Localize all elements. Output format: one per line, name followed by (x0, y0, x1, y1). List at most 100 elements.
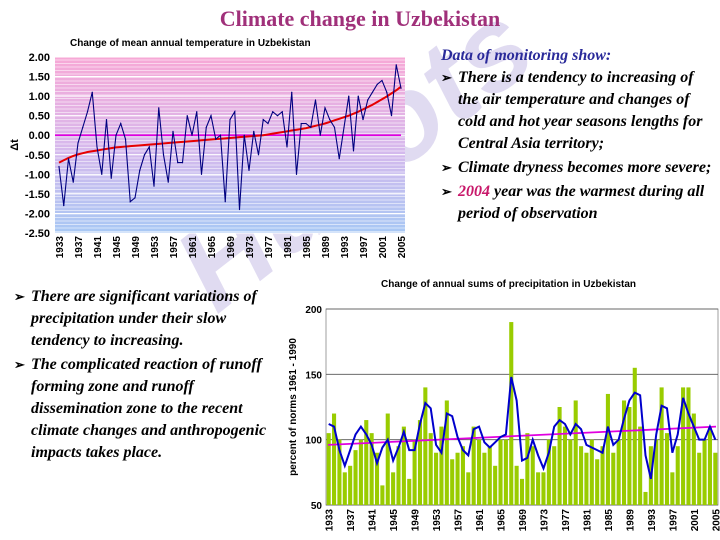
temperature-data-point (229, 118, 231, 121)
precipitation-bar (697, 452, 702, 505)
precipitation-bar (541, 472, 546, 505)
warmest-text: year was the warmest during all period o… (458, 183, 705, 222)
temperature-x-tick-label: 1933 (55, 236, 66, 259)
slide-title: Climate change in Uzbekistan (219, 6, 501, 31)
precipitation-bar (638, 426, 643, 505)
temperature-y-tick-label: -0.50 (25, 150, 50, 162)
precipitation-bar (713, 452, 718, 505)
temperature-data-point (162, 154, 165, 156)
precipitation-bar (423, 387, 428, 505)
precipitation-x-tick-label: 1973 (539, 509, 550, 532)
temperature-data-point (352, 150, 355, 152)
temperature-data-point (91, 91, 93, 93)
temperature-x-tick-label: 1965 (207, 236, 218, 259)
monitoring-bullet: ➢ Climate dryness becomes more severe; (441, 157, 713, 179)
temperature-data-point (82, 126, 84, 128)
precipitation-bar (562, 426, 567, 505)
temperature-data-point (300, 122, 302, 125)
precipitation-bar (477, 439, 482, 505)
temperature-data-point (205, 126, 207, 128)
temperature-data-point (63, 205, 65, 207)
precipitation-x-tick-label: 1977 (561, 509, 572, 532)
precipitation-bar (509, 322, 514, 505)
temperature-data-point (120, 122, 122, 125)
temperature-y-tick-label: 1.00 (29, 91, 50, 103)
temperature-x-tick-label: 1949 (131, 236, 142, 259)
precipitation-bar (643, 491, 648, 505)
precipitation-bar (407, 478, 412, 505)
precipitation-bar (417, 420, 423, 505)
precipitation-chart-title: Change of annual sums of precipitation i… (381, 279, 637, 290)
temperature-data-point (291, 91, 293, 93)
temperature-y-tick-label: 1.50 (29, 72, 50, 84)
precipitation-bar (611, 452, 616, 505)
temperature-data-point (400, 87, 402, 89)
precipitation-bar (498, 439, 503, 505)
precipitation-bar (358, 439, 363, 505)
precipitation-bar (632, 367, 637, 505)
precipitation-bullet-text: There are significant variations of prec… (31, 288, 257, 349)
temperature-data-point (253, 130, 255, 132)
temperature-data-point (58, 165, 60, 168)
precipitation-x-tick-label: 1969 (518, 509, 529, 532)
precipitation-bar (353, 450, 358, 505)
temperature-data-point (96, 146, 98, 148)
precipitation-bar (686, 387, 691, 505)
temperature-data-point (186, 115, 188, 117)
temperature-data-point (115, 134, 117, 136)
precipitation-bar (514, 465, 519, 505)
temperature-data-point (371, 91, 374, 93)
temperature-y-tick-label: 2.00 (29, 52, 50, 64)
precipitation-bar (654, 439, 659, 505)
monitoring-bullet: ➢ There is a tendency to increasing of th… (441, 67, 713, 155)
temperature-x-tick-label: 1977 (264, 236, 275, 259)
precipitation-bar (546, 439, 551, 505)
temperature-data-point (367, 99, 369, 101)
temperature-data-point (124, 138, 127, 140)
precipitation-bar (444, 400, 449, 505)
temperature-data-point (319, 134, 321, 136)
arrow-bullet-icon: ➢ (441, 160, 452, 175)
temperature-data-point (243, 134, 245, 136)
precipitation-bar (616, 439, 621, 505)
precipitation-bar (487, 446, 492, 505)
precipitation-notes-panel: ➢ There are significant variations of pre… (14, 286, 276, 466)
precipitation-bar (428, 433, 433, 505)
precipitation-bar (380, 485, 385, 505)
temperature-data-point (143, 154, 146, 156)
temperature-x-tick-label: 1953 (150, 236, 161, 259)
precipitation-bar (466, 472, 471, 505)
temperature-data-point (172, 130, 174, 132)
temperature-data-point (177, 162, 179, 164)
precipitation-bar (348, 465, 353, 505)
temperature-data-point (310, 126, 312, 128)
temperature-data-point (338, 158, 340, 160)
temperature-data-point (272, 111, 274, 113)
temperature-y-axis-label: Δt (9, 139, 21, 151)
precipitation-bar (595, 459, 600, 505)
precipitation-x-tick-label: 1933 (325, 509, 336, 532)
temperature-data-point (234, 111, 236, 113)
temperature-data-point (129, 201, 131, 203)
precipitation-x-tick-label: 1957 (454, 509, 465, 532)
precipitation-x-tick-label: 1937 (346, 509, 357, 532)
temperature-x-tick-label: 1981 (283, 236, 294, 259)
arrow-bullet-icon: ➢ (14, 357, 25, 372)
precipitation-bar (385, 413, 390, 505)
precipitation-bullet: ➢ There are significant variations of pre… (14, 286, 276, 352)
precipitation-bar (401, 426, 406, 505)
temperature-data-point (134, 197, 136, 199)
temperature-data-point (238, 208, 241, 211)
precipitation-bar (364, 420, 369, 505)
temperature-data-point (305, 122, 307, 125)
temperature-data-point (348, 95, 350, 97)
temperature-x-tick-label: 1941 (93, 236, 104, 259)
temperature-data-point (210, 115, 212, 117)
temperature-x-tick-label: 1957 (169, 236, 180, 259)
precipitation-bar (589, 439, 594, 505)
temperature-data-point (362, 118, 364, 121)
temperature-data-point (105, 118, 108, 121)
temperature-data-point (77, 142, 79, 144)
temperature-data-point (67, 158, 70, 160)
